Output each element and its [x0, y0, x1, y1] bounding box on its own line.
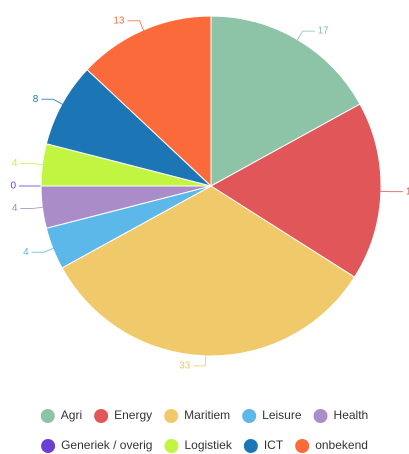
- legend-label: Leisure: [262, 408, 302, 422]
- legend-swatch: [313, 409, 328, 423]
- legend-label: onbekend: [315, 438, 368, 452]
- legend-label: Agri: [61, 408, 82, 422]
- label-line: [20, 162, 45, 166]
- legend-swatch: [295, 439, 310, 453]
- data-label: 8: [33, 94, 39, 105]
- legend-swatch: [41, 439, 56, 453]
- label-line: [193, 353, 207, 367]
- legend-label: Maritiem: [184, 408, 230, 422]
- legend-row: Agri Energy Maritiem Leisure Health: [40, 408, 369, 423]
- data-label: 4: [23, 247, 29, 258]
- legend-swatch: [164, 409, 179, 423]
- legend-label: Logistiek: [184, 438, 232, 452]
- label-line: [41, 98, 65, 106]
- legend-swatch: [243, 439, 258, 453]
- data-label: 4: [12, 158, 18, 169]
- legend-swatch: [94, 409, 109, 423]
- data-label: 13: [113, 15, 125, 26]
- label-line: [20, 206, 45, 210]
- label-line: [127, 20, 145, 33]
- label-line: [31, 247, 55, 253]
- legend-swatch: [40, 409, 55, 423]
- data-label: 4: [12, 203, 18, 214]
- legend-label: Energy: [114, 408, 152, 422]
- legend-row: Generiek / overig Logistiek ICT onbekend: [41, 438, 368, 453]
- data-label: 17: [406, 186, 409, 197]
- legend-swatch: [242, 409, 257, 423]
- legend-label: Generiek / overig: [61, 438, 152, 452]
- legend-label: ICT: [264, 438, 284, 452]
- legend-label: Health: [334, 408, 369, 422]
- legend-swatch: [164, 439, 179, 453]
- label-line: [296, 30, 315, 42]
- data-label: 33: [179, 361, 191, 372]
- data-label: 17: [318, 26, 330, 37]
- data-label: 0: [10, 181, 16, 192]
